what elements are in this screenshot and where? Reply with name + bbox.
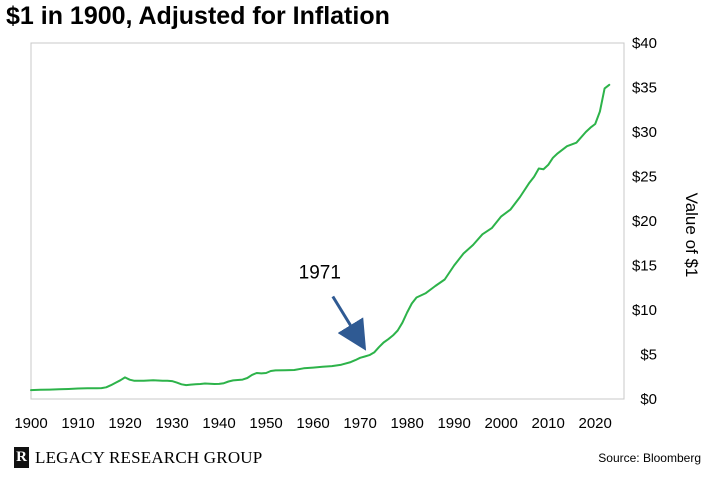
y-tick-label: $10 bbox=[632, 302, 657, 319]
x-tick-label: 1980 bbox=[390, 415, 423, 432]
y-tick-label: $20 bbox=[632, 213, 657, 230]
annotation-arrow bbox=[331, 295, 367, 351]
x-tick-label: 1910 bbox=[61, 415, 94, 432]
x-tick-label: 1960 bbox=[296, 415, 329, 432]
y-tick-label: $30 bbox=[632, 124, 657, 141]
x-tick-label: 1990 bbox=[437, 415, 470, 432]
y-tick-label: $5 bbox=[640, 347, 657, 364]
x-tick-label: 2020 bbox=[579, 415, 612, 432]
annotation-label: 1971 bbox=[299, 263, 341, 284]
y-tick-label: $0 bbox=[640, 391, 657, 408]
y-axis-ticks: $0 $5 $10 $15 $20 $25 $30 $35 $40 bbox=[632, 35, 657, 408]
annotation-layer: 1971 bbox=[299, 263, 367, 351]
x-tick-label: 1930 bbox=[155, 415, 188, 432]
x-tick-label: 1920 bbox=[108, 415, 141, 432]
y-axis-label: Value of $1 bbox=[682, 193, 701, 278]
plot-frame bbox=[30, 42, 625, 400]
x-tick-label: 1940 bbox=[202, 415, 235, 432]
logo-mark-icon: R bbox=[14, 447, 29, 468]
x-tick-label: 2000 bbox=[484, 415, 517, 432]
brand-logo: R LEGACY RESEARCH GROUP bbox=[14, 447, 262, 468]
y-tick-label: $35 bbox=[632, 80, 657, 97]
chart-title: $1 in 1900, Adjusted for Inflation bbox=[6, 2, 390, 30]
y-tick-label: $40 bbox=[632, 35, 657, 52]
x-tick-label: 1900 bbox=[14, 415, 47, 432]
x-tick-label: 2010 bbox=[531, 415, 564, 432]
y-tick-label: $25 bbox=[632, 169, 657, 186]
x-axis-ticks: 1900 1910 1920 1930 1940 1950 1960 1970 1980 1990… bbox=[14, 415, 612, 432]
brand-name: LEGACY RESEARCH GROUP bbox=[35, 447, 263, 467]
x-tick-label: 1970 bbox=[343, 415, 376, 432]
y-tick-label: $15 bbox=[632, 258, 657, 275]
x-tick-label: 1950 bbox=[249, 415, 282, 432]
series-layer bbox=[30, 83, 611, 392]
series-line bbox=[30, 83, 611, 392]
source-note: Source: Bloomberg bbox=[598, 451, 701, 465]
